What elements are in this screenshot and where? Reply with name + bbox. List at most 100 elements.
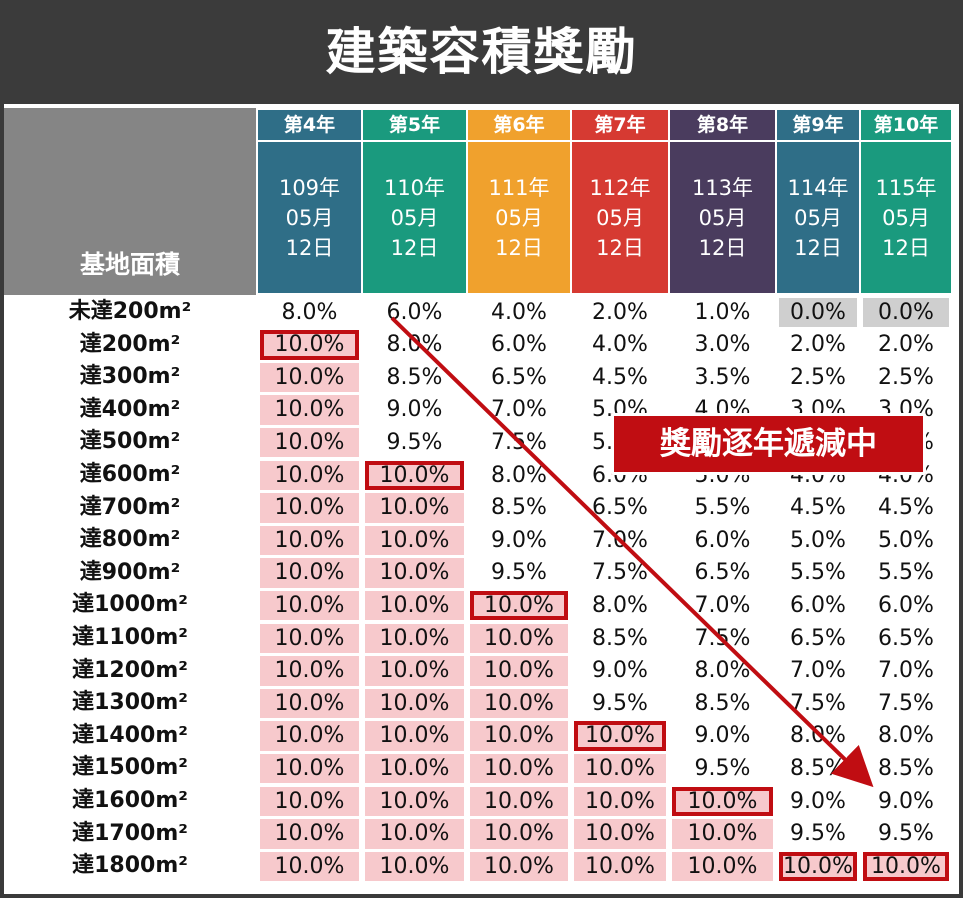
- row-label: 達400m²: [79, 396, 181, 422]
- decrease-annotation: 獎勵逐年遞減中: [611, 413, 926, 475]
- row-label: 達500m²: [79, 429, 181, 455]
- row-label: 達200m²: [79, 331, 181, 357]
- value-cell: 10.0%: [260, 395, 359, 425]
- value-cell: 7.0%: [878, 658, 934, 684]
- value-cell: 10.0%: [470, 851, 568, 882]
- row-label: 達600m²: [79, 462, 181, 487]
- value-cell: 7.5%: [592, 560, 648, 586]
- date-part: 114年: [787, 175, 849, 200]
- row-label: 達700m²: [79, 494, 181, 520]
- value-cell: 8.0%: [491, 462, 547, 488]
- value-cell: 10.0%: [260, 851, 359, 882]
- value-cell: 10.0%: [260, 330, 359, 360]
- value-cell: 10.0%: [672, 819, 773, 849]
- value-cell: 10.0%: [365, 558, 464, 588]
- value-cell: 8.5%: [878, 755, 934, 781]
- row-label: 達1600m²: [72, 788, 188, 813]
- date-part: 05月: [698, 205, 747, 230]
- value-cell: 10.0%: [365, 656, 464, 686]
- value-cell: 10.0%: [470, 623, 568, 654]
- value-cell: 10.0%: [260, 427, 359, 458]
- value-cell: 10.0%: [260, 721, 359, 751]
- value-cell: 10.0%: [260, 525, 359, 556]
- value-cell: 6.0%: [790, 592, 846, 618]
- value-cell: 10.0%: [260, 590, 359, 621]
- row-header-corner: [4, 108, 256, 295]
- value-cell: 8.0%: [592, 592, 648, 618]
- date-part: 12日: [794, 235, 842, 260]
- date-header: 110年 05月 12日: [363, 142, 466, 293]
- value-cell: 10.0%: [470, 721, 568, 751]
- row-label: 達1500m²: [72, 755, 188, 781]
- value-cell: 7.0%: [694, 592, 751, 618]
- row-label: 達1000m²: [72, 592, 188, 618]
- value-cell: 10.0%: [365, 493, 464, 523]
- date-part: 113年: [691, 175, 754, 200]
- year-header: 第10年: [861, 110, 951, 140]
- value-cell: 10.0%: [260, 362, 359, 393]
- row-label: 未達200m²: [68, 299, 192, 324]
- value-cell: 4.0%: [491, 299, 547, 325]
- date-part: 110年: [383, 175, 446, 200]
- value-cell: 8.5%: [592, 625, 648, 651]
- date-header: 115年 05月 12日: [861, 142, 951, 293]
- value-cell: 10.0%: [365, 721, 464, 751]
- value-cell: 6.5%: [878, 625, 934, 651]
- value-cell: 10.0%: [574, 721, 666, 751]
- value-cell: 3.0%: [694, 332, 751, 358]
- value-cell: 10.0%: [574, 753, 666, 784]
- value-cell: 4.5%: [592, 364, 648, 390]
- date-part: 111年: [488, 175, 550, 200]
- value-cell: 3.5%: [694, 364, 751, 390]
- value-cell: 9.0%: [592, 658, 648, 684]
- value-cell: 10.0%: [470, 688, 568, 719]
- value-cell: 6.5%: [491, 364, 547, 390]
- trend-arrow-line: [390, 316, 874, 788]
- value-cell: 7.5%: [878, 690, 934, 716]
- value-cell: 10.0%: [574, 786, 666, 817]
- row-label: 達800m²: [79, 527, 181, 553]
- date-header: 114年 05月 12日: [777, 142, 859, 293]
- date-part: 05月: [390, 205, 439, 230]
- value-cell: 10.0%: [260, 786, 359, 817]
- value-cell: 9.5%: [878, 821, 934, 847]
- date-header: 111年 05月 12日: [468, 142, 570, 293]
- value-cell: 10.0%: [260, 623, 359, 654]
- value-cell: 9.5%: [386, 429, 443, 455]
- date-part: 109年: [278, 175, 341, 200]
- value-cell: 2.0%: [592, 299, 648, 325]
- value-cell: 2.5%: [790, 364, 846, 390]
- value-cell: 10.0%: [365, 590, 464, 621]
- value-cell: 8.5%: [694, 690, 751, 716]
- year-header: 第8年: [670, 110, 775, 140]
- value-cell: 10.0%: [470, 819, 568, 849]
- date-part: 05月: [596, 205, 644, 230]
- row-label: 達1200m²: [72, 657, 188, 683]
- value-cell: 1.0%: [694, 299, 751, 325]
- row-label: 達900m²: [79, 559, 181, 585]
- row-label: 達1300m²: [72, 690, 188, 716]
- value-cell: 5.5%: [878, 560, 934, 586]
- value-cell: 8.0%: [281, 299, 338, 325]
- value-cell: 10.0%: [365, 623, 464, 654]
- date-part: 112年: [589, 175, 651, 200]
- date-header: 113年 05月 12日: [670, 142, 775, 293]
- date-part: 12日: [390, 235, 439, 260]
- date-part: 05月: [882, 205, 930, 230]
- value-cell: 10.0%: [470, 753, 568, 784]
- date-part: 12日: [596, 235, 644, 260]
- value-cell: 10.0%: [260, 460, 359, 491]
- year-header: 第4年: [258, 110, 361, 140]
- value-cell: 10.0%: [863, 851, 949, 882]
- value-cell: 7.0%: [491, 397, 547, 423]
- value-cell: 2.0%: [790, 332, 846, 358]
- value-cell: 10.0%: [365, 753, 464, 784]
- value-cell: 10.0%: [260, 753, 359, 784]
- date-part: 05月: [794, 205, 842, 230]
- value-cell: 10.0%: [260, 493, 359, 523]
- row-label: 達1800m²: [72, 853, 188, 879]
- value-cell: 9.0%: [386, 397, 443, 423]
- value-cell: 7.0%: [790, 658, 846, 684]
- date-part: 05月: [285, 205, 334, 230]
- value-cell: 10.0%: [672, 786, 773, 817]
